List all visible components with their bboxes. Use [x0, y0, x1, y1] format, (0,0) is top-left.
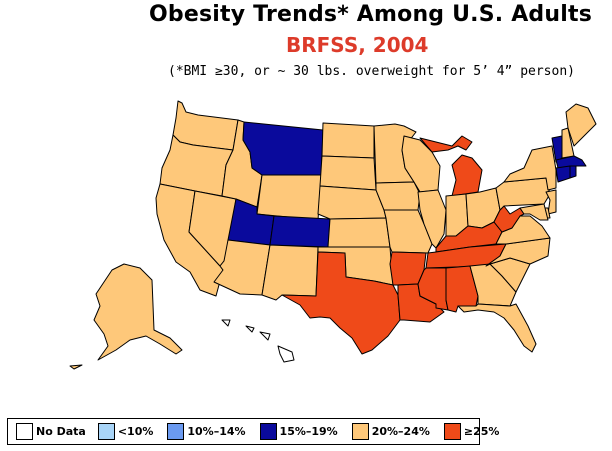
state-nm	[261, 244, 319, 301]
state-me	[565, 103, 597, 147]
bmi-footnote: (*BMI ≥30, or ~ 30 lbs. overweight for 5…	[168, 64, 575, 79]
legend-swatch	[259, 423, 277, 440]
legend: No Data <10% 10%–14% 15%–19% 20%–24% ≥25%	[7, 418, 499, 445]
legend-label: 15%–19%	[279, 425, 338, 438]
legend-label: No Data	[36, 425, 86, 438]
state-md	[519, 203, 549, 221]
state-tx	[281, 251, 401, 355]
legend-swatch	[351, 423, 369, 440]
legend-label: <10%	[117, 425, 154, 438]
state-nj	[545, 189, 557, 215]
state-sd	[319, 155, 377, 191]
map-subtitle: BRFSS, 2004	[286, 33, 429, 57]
state-ny	[503, 145, 557, 191]
legend-swatch	[16, 423, 33, 440]
legend-item: 10%–14%	[167, 423, 246, 440]
state-ne	[317, 185, 387, 220]
state-ak	[69, 263, 183, 370]
state-mi	[419, 135, 483, 197]
legend-item: <10%	[97, 423, 154, 440]
state-ks	[327, 217, 391, 248]
legend-swatch	[167, 423, 185, 440]
legend-item: 20%–24%	[351, 423, 430, 440]
state-nd	[321, 122, 375, 159]
state-mt	[242, 121, 324, 176]
state-ct	[555, 165, 571, 183]
legend-swatch	[443, 423, 461, 440]
legend-label: 20%–24%	[371, 425, 430, 438]
state-ri	[569, 165, 577, 179]
legend-swatch	[97, 423, 115, 440]
legend-item: ≥25%	[443, 423, 500, 440]
map-title: Obesity Trends* Among U.S. Adults	[149, 2, 592, 27]
legend-item: No Data	[16, 423, 86, 440]
state-co	[269, 215, 331, 248]
legend-label: ≥25%	[463, 425, 500, 438]
legend-item: 15%–19%	[259, 423, 338, 440]
state-hi	[221, 319, 295, 363]
legend-label: 10%–14%	[187, 425, 246, 438]
state-fl	[457, 303, 537, 353]
state-ia	[375, 181, 421, 211]
state-wy	[256, 174, 322, 221]
